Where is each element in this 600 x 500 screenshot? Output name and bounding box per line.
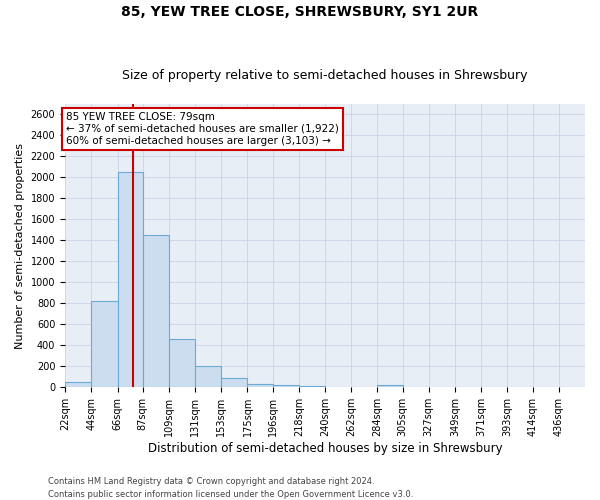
Title: Size of property relative to semi-detached houses in Shrewsbury: Size of property relative to semi-detach… — [122, 69, 528, 82]
Bar — [403, 387, 429, 388]
Bar — [377, 385, 403, 388]
Text: 85, YEW TREE CLOSE, SHREWSBURY, SY1 2UR: 85, YEW TREE CLOSE, SHREWSBURY, SY1 2UR — [121, 5, 479, 19]
X-axis label: Distribution of semi-detached houses by size in Shrewsbury: Distribution of semi-detached houses by … — [148, 442, 502, 455]
Y-axis label: Number of semi-detached properties: Number of semi-detached properties — [15, 142, 25, 348]
Text: 85 YEW TREE CLOSE: 79sqm
← 37% of semi-detached houses are smaller (1,922)
60% o: 85 YEW TREE CLOSE: 79sqm ← 37% of semi-d… — [66, 112, 339, 146]
Bar — [247, 384, 272, 388]
Bar — [325, 387, 351, 388]
Bar — [91, 302, 118, 388]
Bar — [195, 366, 221, 388]
Bar — [65, 382, 91, 388]
Bar — [169, 339, 195, 388]
Bar — [118, 172, 143, 388]
Bar — [221, 378, 247, 388]
Bar — [272, 385, 299, 388]
Text: Contains HM Land Registry data © Crown copyright and database right 2024.
Contai: Contains HM Land Registry data © Crown c… — [48, 478, 413, 499]
Bar — [299, 386, 325, 388]
Bar — [351, 387, 377, 388]
Bar — [143, 235, 169, 388]
